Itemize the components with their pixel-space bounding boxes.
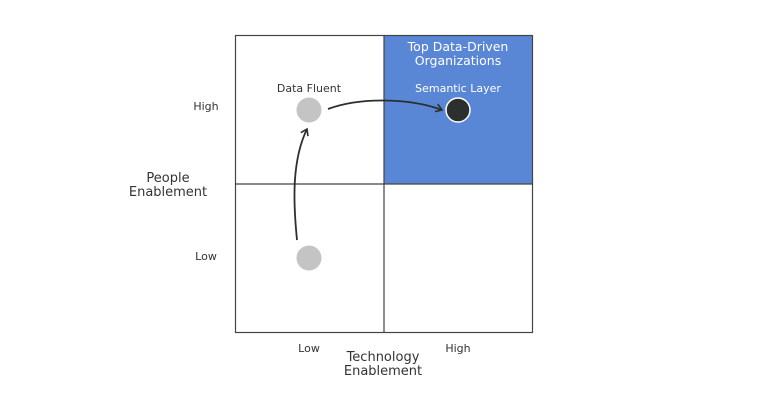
x-tick-low: Low bbox=[298, 342, 320, 355]
label-data-fluent: Data Fluent bbox=[276, 82, 342, 95]
y-axis-label-line2: Enablement bbox=[128, 185, 208, 200]
arrow-data-fluent-to-semantic-layer bbox=[327, 99, 444, 113]
y-axis-label-line1: People bbox=[146, 171, 190, 186]
x-axis-label: Technology Enablement bbox=[323, 351, 443, 379]
y-axis-label: People Enablement bbox=[108, 172, 228, 200]
y-tick-high: High bbox=[193, 100, 219, 113]
label-semantic-layer: Semantic Layer bbox=[415, 82, 501, 95]
y-tick-low: Low bbox=[195, 250, 217, 263]
arrow-low-to-data-fluent bbox=[293, 127, 309, 241]
quadrant-title-line2: Organizations bbox=[414, 53, 502, 68]
x-axis-label-line2: Enablement bbox=[343, 364, 423, 379]
node-data-fluent bbox=[296, 97, 322, 123]
x-tick-high: High bbox=[445, 342, 471, 355]
quadrant-title: Top Data-Driven Organizations bbox=[384, 40, 532, 68]
quadrant-title-line1: Top Data-Driven bbox=[407, 39, 509, 54]
node-low bbox=[296, 245, 322, 271]
x-axis-label-line1: Technology bbox=[346, 350, 420, 365]
node-semantic-layer bbox=[445, 97, 471, 123]
